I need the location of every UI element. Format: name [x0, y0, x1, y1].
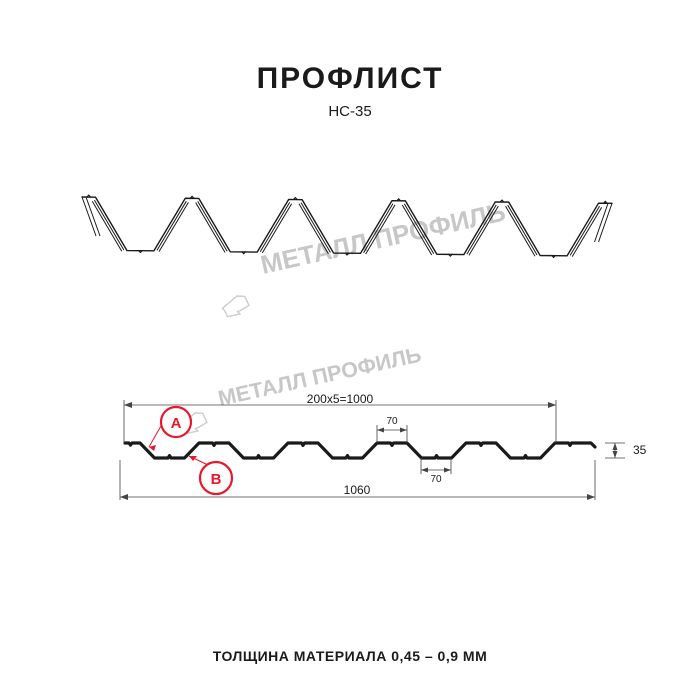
svg-text:70: 70	[386, 416, 398, 427]
svg-text:B: B	[211, 471, 222, 488]
svg-text:1060: 1060	[344, 483, 371, 497]
svg-text:35: 35	[633, 443, 647, 457]
svg-text:200х5=1000: 200х5=1000	[307, 392, 374, 406]
svg-text:A: A	[171, 415, 182, 432]
svg-text:70: 70	[430, 474, 442, 485]
